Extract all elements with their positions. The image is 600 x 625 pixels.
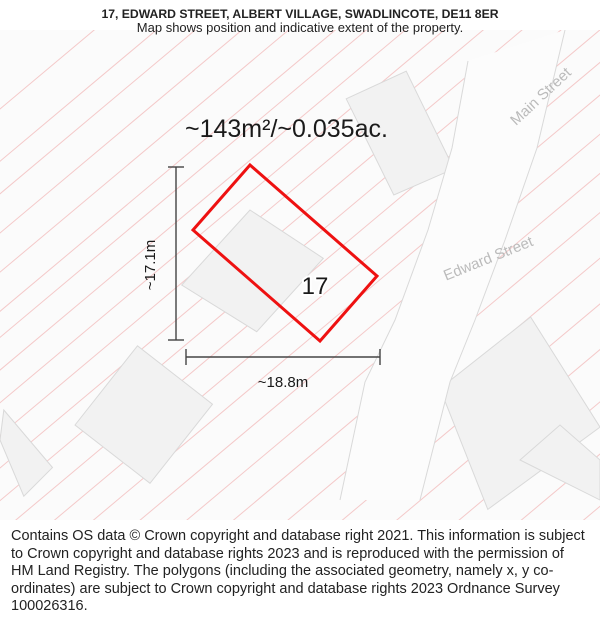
svg-text:17: 17 (302, 273, 329, 300)
svg-text:~17.1m: ~17.1m (142, 240, 159, 290)
svg-text:~18.8m: ~18.8m (258, 374, 308, 391)
svg-text:~143m²/~0.035ac.: ~143m²/~0.035ac. (185, 115, 388, 143)
